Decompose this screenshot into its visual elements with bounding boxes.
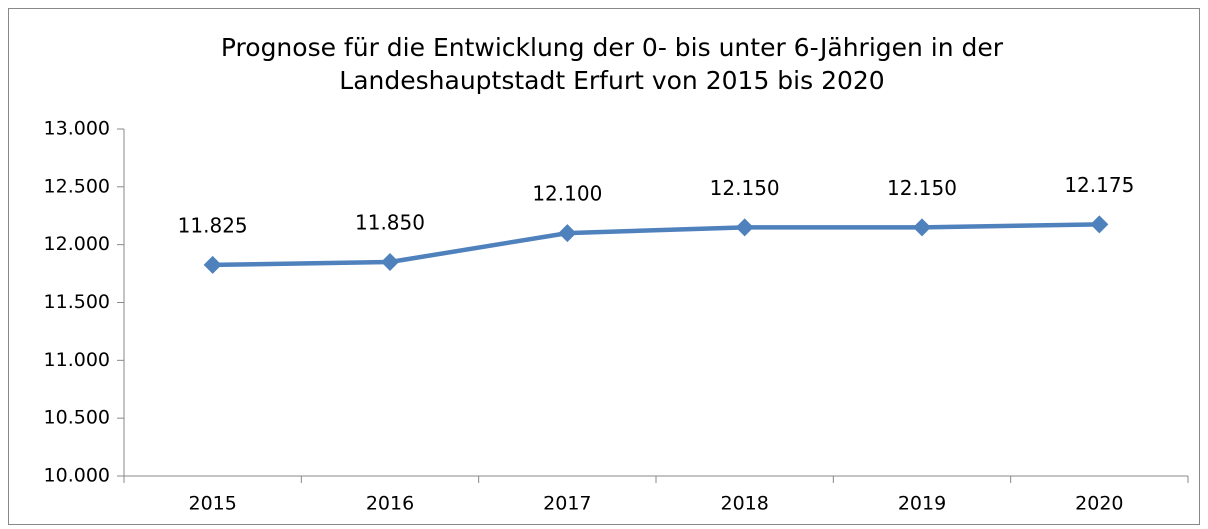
data-label: 12.100	[532, 182, 602, 206]
y-tick-label: 11.000	[44, 349, 110, 371]
y-tick-label: 10.500	[44, 407, 110, 429]
data-point	[381, 253, 399, 272]
x-tick-label: 2020	[1075, 493, 1123, 515]
y-tick-label: 12.500	[44, 175, 110, 197]
y-tick-label: 10.000	[44, 465, 110, 487]
x-tick-label: 2017	[543, 493, 591, 515]
y-tick-label: 12.000	[44, 233, 110, 255]
x-tick-label: 2019	[898, 493, 946, 515]
chart-title: Prognose für die Entwicklung der 0- bis …	[221, 33, 1004, 62]
data-point	[1090, 215, 1109, 234]
y-tick-label: 13.000	[44, 118, 110, 140]
data-point	[558, 224, 577, 243]
data-label: 12.150	[710, 176, 780, 200]
data-point	[203, 255, 222, 274]
data-point	[913, 218, 931, 237]
chart-title: Landeshauptstadt Erfurt von 2015 bis 202…	[339, 66, 884, 95]
x-tick-label: 2018	[720, 493, 768, 515]
data-label: 12.175	[1064, 173, 1134, 197]
x-tick-label: 2016	[366, 493, 414, 515]
data-label: 11.825	[178, 213, 248, 237]
data-point	[735, 218, 754, 237]
y-tick-label: 11.500	[44, 291, 110, 313]
data-label: 11.850	[355, 211, 425, 235]
x-tick-label: 2015	[188, 493, 236, 515]
data-label: 12.150	[887, 176, 957, 200]
series-line	[212, 222, 1100, 268]
